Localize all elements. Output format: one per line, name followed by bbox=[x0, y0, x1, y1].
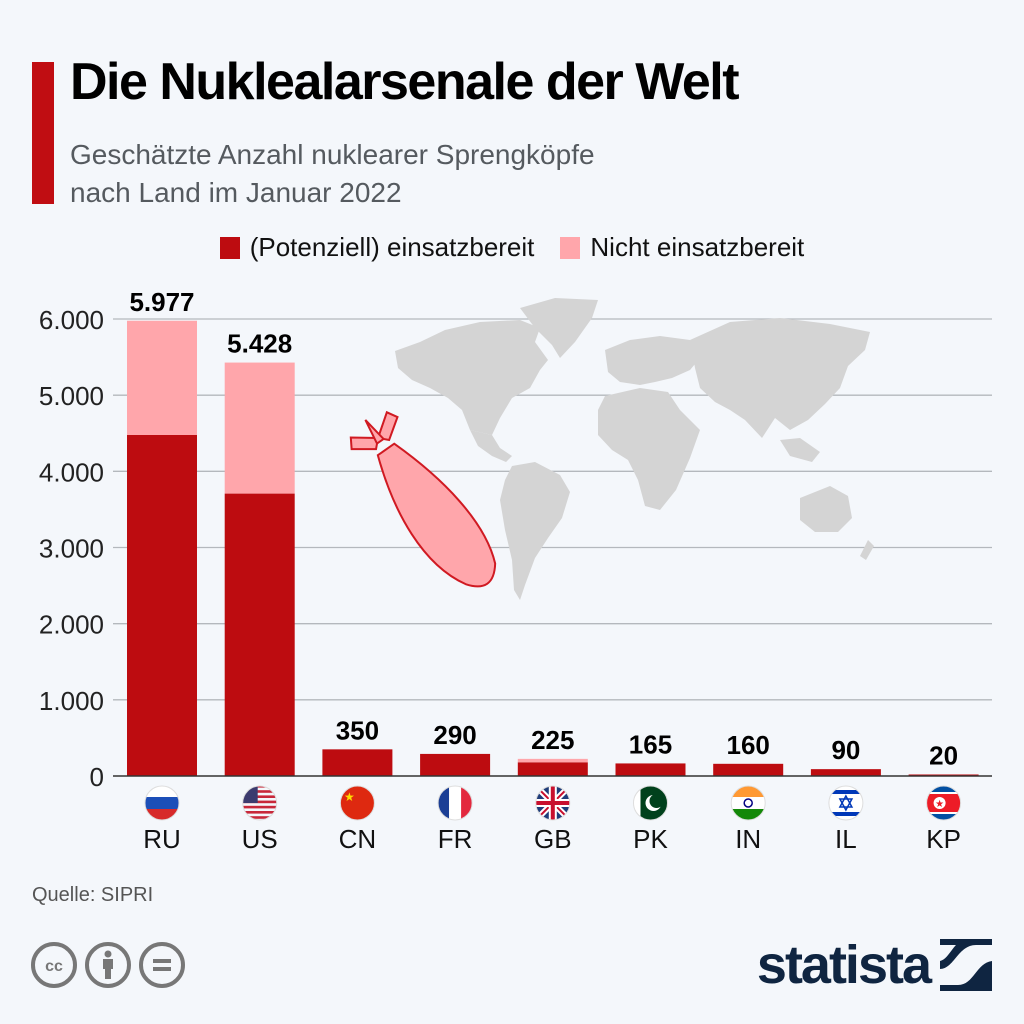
category-label: RU bbox=[143, 824, 181, 854]
value-label: 160 bbox=[727, 730, 770, 760]
chart-legend: (Potenziell) einsatzbereit Nicht einsatz… bbox=[0, 232, 1024, 263]
value-label: 90 bbox=[831, 735, 860, 765]
y-tick-label: 2.000 bbox=[39, 610, 104, 640]
category-label: PK bbox=[633, 824, 668, 854]
bomb-fin-center bbox=[364, 419, 386, 446]
map-europe bbox=[605, 336, 700, 385]
map-southeast-asia bbox=[780, 438, 820, 462]
x-axis-category-labels: RU US CN FR GB PK IN IL KP bbox=[143, 824, 961, 854]
bar-gb-deployed bbox=[517, 762, 588, 776]
map-asia bbox=[690, 318, 870, 438]
bars bbox=[127, 320, 979, 776]
page-title: Die Nuklealarsenale der Welt bbox=[70, 53, 740, 111]
north-korea-flag-icon: ★ bbox=[926, 785, 962, 821]
creative-commons-icon[interactable]: cc bbox=[30, 941, 78, 989]
category-label: GB bbox=[534, 824, 572, 854]
legend-label-deployed: (Potenziell) einsatzbereit bbox=[249, 232, 535, 262]
svg-text:★: ★ bbox=[935, 799, 944, 810]
accent-bar bbox=[32, 62, 54, 204]
usa-flag-icon bbox=[242, 785, 278, 821]
category-label: US bbox=[242, 824, 278, 854]
bar-gb-not-deployed bbox=[517, 758, 588, 763]
svg-text:★: ★ bbox=[344, 790, 355, 804]
value-label: 350 bbox=[336, 715, 379, 745]
value-label: 165 bbox=[629, 729, 672, 759]
source-note: Quelle: SIPRI bbox=[32, 884, 154, 906]
bar-kp-deployed bbox=[908, 774, 979, 776]
france-flag-icon bbox=[437, 785, 473, 821]
y-tick-label: 4.000 bbox=[39, 457, 104, 487]
legend-item-not-deployed: Nicht einsatzbereit bbox=[560, 232, 804, 263]
category-label: KP bbox=[926, 824, 961, 854]
bar-pk-deployed bbox=[615, 763, 686, 776]
legend-label-not-deployed: Nicht einsatzbereit bbox=[590, 232, 805, 262]
russia-flag-icon bbox=[144, 785, 180, 821]
y-tick-label: 6.000 bbox=[39, 305, 104, 335]
bomb-body bbox=[376, 442, 497, 588]
category-label: IL bbox=[835, 824, 857, 854]
value-label: 20 bbox=[929, 740, 958, 770]
map-greenland bbox=[520, 298, 598, 358]
map-new-zealand bbox=[860, 540, 874, 560]
value-label: 290 bbox=[433, 720, 476, 750]
uk-flag-icon bbox=[535, 785, 571, 821]
y-tick-label: 3.000 bbox=[39, 534, 104, 564]
legend-swatch-not-deployed bbox=[560, 236, 581, 259]
svg-text:cc: cc bbox=[45, 958, 63, 975]
category-label: FR bbox=[438, 824, 473, 854]
map-north-america bbox=[395, 320, 548, 435]
bar-fr-deployed bbox=[420, 753, 491, 776]
bar-il-deployed bbox=[810, 769, 881, 776]
attribution-icon[interactable] bbox=[84, 941, 132, 989]
bar-ru-not-deployed bbox=[127, 320, 197, 436]
country-flags: ★★ bbox=[144, 785, 962, 821]
china-flag-icon: ★ bbox=[339, 785, 375, 821]
subtitle-line-1: Geschätzte Anzahl nuklearer Sprengköpfe bbox=[70, 139, 595, 170]
no-derivatives-icon[interactable] bbox=[138, 941, 186, 989]
value-label: 5.428 bbox=[227, 329, 292, 359]
value-labels: 5.977 5.428 350 290 225 165 160 90 20 bbox=[129, 287, 958, 771]
license-icons: cc bbox=[30, 941, 186, 989]
category-label: IN bbox=[735, 824, 761, 854]
bar-cn-deployed bbox=[322, 749, 393, 776]
world-map-illustration bbox=[395, 298, 874, 600]
y-tick-label: 0 bbox=[90, 762, 104, 792]
category-label: CN bbox=[339, 824, 377, 854]
india-flag-icon bbox=[730, 785, 766, 821]
value-label: 5.977 bbox=[129, 287, 194, 317]
map-central-america bbox=[470, 430, 512, 462]
map-australia bbox=[800, 486, 852, 532]
map-africa bbox=[598, 388, 700, 510]
bomb-illustration bbox=[349, 410, 497, 588]
y-tick-label: 1.000 bbox=[39, 686, 104, 716]
y-axis-tick-labels: 0 1.000 2.000 3.000 4.000 5.000 6.000 bbox=[39, 305, 104, 792]
legend-item-deployed: (Potenziell) einsatzbereit bbox=[219, 232, 535, 263]
pakistan-flag-icon bbox=[633, 785, 668, 821]
statista-logo[interactable]: statista bbox=[757, 938, 992, 992]
page-subtitle: Geschätzte Anzahl nuklearer Sprengköpfe … bbox=[70, 136, 830, 212]
map-south-america bbox=[500, 462, 570, 600]
statista-logo-icon bbox=[940, 939, 992, 991]
bar-in-deployed bbox=[713, 763, 784, 776]
value-label: 225 bbox=[531, 725, 574, 755]
stacked-bar-chart: 0 1.000 2.000 3.000 4.000 5.000 6.000 5.977 5.4… bbox=[39, 287, 992, 854]
brand-name: statista bbox=[756, 935, 932, 995]
subtitle-line-2: nach Land im Januar 2022 bbox=[70, 177, 402, 208]
bar-us-not-deployed bbox=[224, 362, 295, 494]
y-tick-label: 5.000 bbox=[39, 381, 104, 411]
bar-ru-deployed bbox=[127, 435, 197, 776]
legend-swatch-deployed bbox=[219, 236, 240, 259]
bar-us-deployed bbox=[224, 493, 295, 776]
israel-flag-icon bbox=[828, 785, 864, 821]
